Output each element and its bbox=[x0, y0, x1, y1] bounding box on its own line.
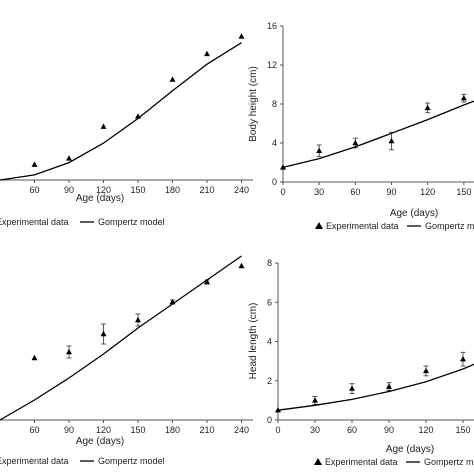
legend-model-label: Gompertz model bbox=[425, 221, 474, 231]
experimental-data-point bbox=[352, 139, 359, 146]
y-tick-label: 4 bbox=[267, 337, 272, 347]
experimental-data-point bbox=[312, 397, 318, 403]
experimental-data-point bbox=[349, 385, 355, 391]
x-axis-title: Age (days) bbox=[390, 208, 438, 219]
legend-model-label: Gompertz model bbox=[98, 456, 165, 466]
x-tick-label: 210 bbox=[199, 185, 214, 195]
plot-area: 60 90 120 150 180 210 240 bbox=[0, 33, 253, 195]
experimental-data-point bbox=[238, 33, 245, 39]
x-tick-label: 210 bbox=[199, 425, 214, 435]
experimental-data-point bbox=[316, 147, 323, 153]
experimental-data-point bbox=[66, 155, 72, 161]
y-tick-label: 6 bbox=[267, 297, 272, 307]
x-tick-label: 120 bbox=[96, 425, 111, 435]
experimental-data-point bbox=[423, 367, 429, 374]
experimental-data-point bbox=[386, 383, 392, 389]
x-tick-label: 120 bbox=[96, 185, 111, 195]
x-tick-label: 150 bbox=[130, 185, 145, 195]
x-tick-label: 180 bbox=[165, 185, 180, 195]
x-tick-label: 150 bbox=[455, 425, 470, 435]
gompertz-model-line bbox=[282, 100, 474, 169]
x-tick-label: 60 bbox=[347, 425, 357, 435]
x-tick-label: 0 bbox=[275, 425, 280, 435]
experimental-data-point bbox=[424, 104, 431, 111]
x-axis-title: Age (days) bbox=[76, 193, 124, 204]
legend-model-label: Gompertz model bbox=[424, 457, 474, 467]
experimental-data-point bbox=[31, 161, 38, 167]
x-tick-label: 30 bbox=[314, 187, 324, 197]
experimental-data-point bbox=[204, 50, 210, 57]
legend-experimental-label: Experimental data bbox=[326, 221, 399, 231]
experimental-data-point bbox=[204, 278, 210, 285]
x-tick-label: 120 bbox=[420, 187, 435, 197]
y-tick-label: 2 bbox=[267, 376, 272, 386]
experimental-data-point bbox=[100, 123, 107, 129]
x-tick-label: 240 bbox=[234, 185, 249, 195]
chart-panel-top-right: 0 30 60 90 120 150 0 4 8 12 16 Age (days) Body hei… bbox=[248, 21, 474, 231]
x-tick-label: 90 bbox=[64, 425, 74, 435]
x-axis-title: Age (days) bbox=[76, 436, 124, 447]
legend: Experimental data Gompertz model bbox=[314, 457, 474, 467]
chart-panel-bottom-right: 0 30 60 90 120 150 0 2 4 6 8 Age (days) Head lengt… bbox=[248, 258, 474, 467]
x-tick-label: 60 bbox=[350, 187, 360, 197]
x-axis-title: Age (days) bbox=[386, 444, 434, 455]
x-tick-label: 150 bbox=[130, 425, 145, 435]
x-tick-label: 0 bbox=[280, 187, 285, 197]
x-tick-label: 150 bbox=[456, 187, 471, 197]
legend: Experimental data Gompertz model bbox=[0, 217, 165, 227]
y-axis-title: Head length (cm) bbox=[248, 303, 259, 380]
gompertz-model-line bbox=[0, 255, 242, 421]
x-tick-label: 60 bbox=[29, 425, 39, 435]
legend-experimental-label: Experimental data bbox=[325, 457, 398, 467]
y-axis-title: Body height (cm) bbox=[248, 66, 259, 142]
experimental-data-point bbox=[135, 316, 141, 323]
chart-panel-top-left: 60 90 120 150 180 210 240 Age (days) Experimen… bbox=[0, 33, 253, 227]
y-tick-label: 12 bbox=[267, 60, 277, 70]
plot-area: 60 90 120 150 180 210 240 bbox=[0, 255, 253, 435]
gompertz-model-line bbox=[277, 363, 474, 411]
y-tick-label: 4 bbox=[272, 138, 277, 148]
experimental-data-point bbox=[460, 94, 467, 101]
legend-experimental-marker bbox=[315, 222, 323, 229]
x-tick-label: 60 bbox=[29, 185, 39, 195]
x-tick-label: 30 bbox=[310, 425, 320, 435]
chart-panel-bottom-left: 60 90 120 150 180 210 240 Age (days) Experimen… bbox=[0, 255, 253, 466]
x-tick-label: 240 bbox=[234, 425, 249, 435]
experimental-data-point bbox=[169, 76, 176, 82]
experimental-data-point bbox=[238, 262, 245, 269]
y-tick-label: 8 bbox=[272, 99, 277, 109]
experimental-data-point bbox=[388, 137, 395, 144]
experimental-data-point bbox=[100, 330, 107, 337]
gompertz-model-line bbox=[0, 42, 242, 181]
x-tick-label: 90 bbox=[64, 185, 74, 195]
legend: Experimental data Gompertz model bbox=[0, 456, 165, 466]
y-tick-label: 16 bbox=[267, 21, 277, 31]
y-tick-label: 0 bbox=[272, 177, 277, 187]
experimental-data-point bbox=[66, 348, 72, 355]
legend-model-label: Gompertz model bbox=[98, 217, 165, 227]
x-tick-label: 180 bbox=[165, 425, 180, 435]
legend-experimental-label: Experimental data bbox=[0, 217, 69, 227]
y-tick-label: 8 bbox=[267, 258, 272, 268]
y-tick-label: 0 bbox=[267, 415, 272, 425]
x-tick-label: 120 bbox=[418, 425, 433, 435]
plot-area: 0 30 60 90 120 150 0 4 8 12 16 bbox=[267, 21, 474, 197]
experimental-data-point bbox=[31, 354, 38, 361]
plot-area: 0 30 60 90 120 150 0 2 4 6 8 bbox=[267, 258, 474, 435]
legend-experimental-marker bbox=[314, 458, 322, 465]
legend-experimental-label: Experimental data bbox=[0, 456, 69, 466]
legend: Experimental data Gompertz model bbox=[315, 221, 474, 231]
x-tick-label: 90 bbox=[386, 187, 396, 197]
experimental-data-point bbox=[460, 355, 466, 362]
x-tick-label: 90 bbox=[384, 425, 394, 435]
